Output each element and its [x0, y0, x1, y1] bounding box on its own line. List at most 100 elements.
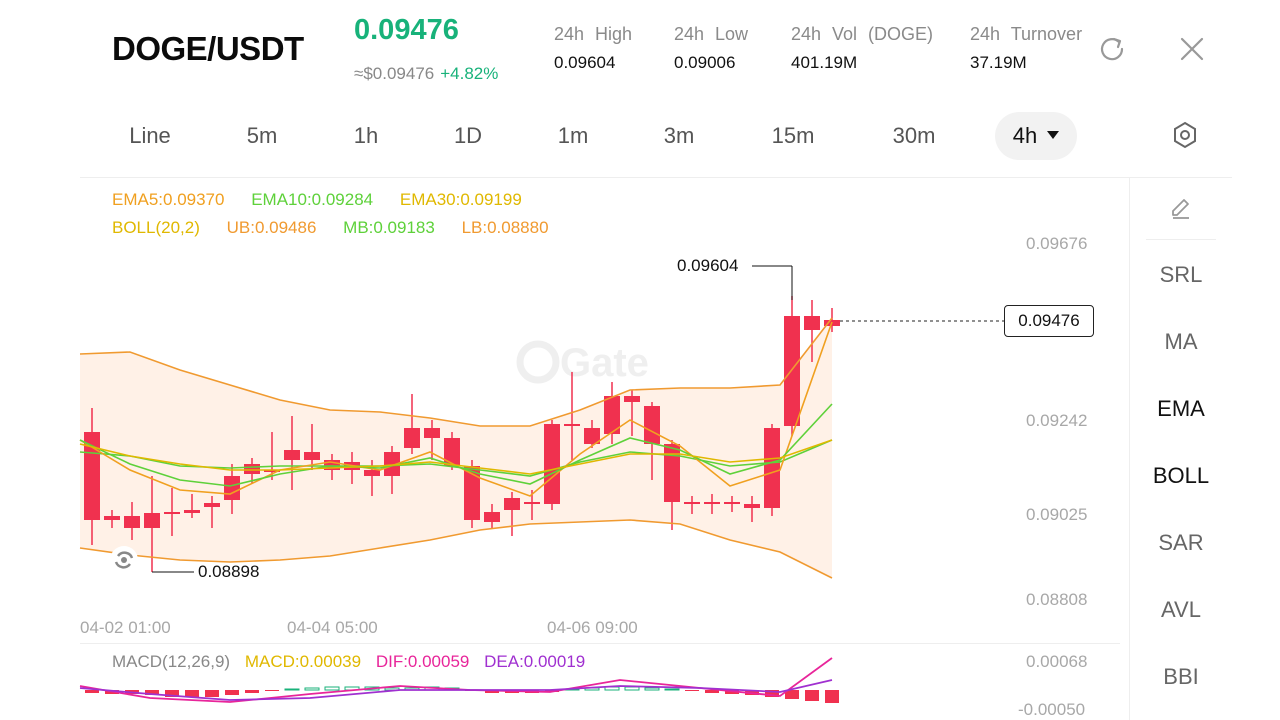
macd-bar: [165, 690, 179, 697]
x-tick: 04-04 05:00: [287, 618, 378, 637]
macd-bar: [145, 690, 159, 695]
candle: [324, 454, 340, 480]
x-tick: 04-02 01:00: [80, 618, 171, 637]
ema30-line: [79, 439, 833, 475]
pair-title: DOGE/USDT: [112, 30, 304, 67]
macd-bar: [284, 688, 300, 691]
candle: [304, 424, 320, 470]
macd-bar: [485, 690, 499, 693]
tab-1d[interactable]: 1D: [453, 123, 483, 148]
x-tick: 04-06 09:00: [547, 618, 638, 637]
macd-y-top: 0.00068: [1026, 652, 1088, 671]
ema5-legend: EMA5:0.09370: [112, 190, 225, 209]
stat-value: 37.19M: [970, 53, 1027, 72]
boll-mb: MB:0.09183: [343, 218, 435, 237]
interval-tabs: Line 5m 1h 1D 1m 3m 15m 30m 4h: [0, 112, 1280, 162]
candle: [144, 476, 160, 572]
candle: [764, 424, 780, 516]
tab-5m[interactable]: 5m: [246, 123, 278, 148]
macd-bar: [304, 687, 320, 691]
macd-bar: [664, 688, 680, 691]
macd-value: MACD:0.00039: [244, 652, 362, 671]
tab-1m[interactable]: 1m: [557, 123, 589, 148]
candle: [404, 394, 420, 454]
stat-label: 24h Vol (DOGE): [791, 24, 934, 44]
boll-lb: LB:0.08880: [461, 218, 549, 237]
candle: [544, 420, 560, 510]
candle: [604, 382, 620, 444]
stat-low: 24h Low 0.09006: [674, 24, 748, 73]
menu-sar[interactable]: SAR: [1158, 530, 1204, 555]
boll-ub: UB:0.09486: [226, 218, 317, 237]
close-icon[interactable]: [1177, 34, 1207, 64]
menu-ema[interactable]: EMA: [1157, 396, 1205, 421]
candle: [124, 502, 140, 540]
candle: [204, 496, 220, 528]
macd-bar: [324, 686, 340, 691]
high-annotation: 0.09604: [677, 256, 739, 275]
gate-watermark: Gate: [516, 340, 649, 385]
dea-value: DEA:0.00019: [484, 652, 586, 671]
y-tick: 0.09676: [1026, 234, 1088, 253]
tab-4h[interactable]: 4h: [995, 112, 1077, 160]
candle: [744, 496, 760, 522]
stat-turnover: 24h Turnover 37.19M: [970, 24, 1082, 73]
macd-bar: [185, 690, 199, 697]
stat-label: 24h Low: [674, 24, 749, 44]
macd-divider: [80, 643, 1120, 644]
tab-15m[interactable]: 15m: [771, 123, 815, 148]
macd-bar: [225, 690, 239, 695]
boll-lower-line: [79, 519, 833, 579]
candle: [504, 492, 520, 536]
current-price-tag: 0.09476: [1004, 305, 1094, 337]
settings-icon[interactable]: [1170, 120, 1200, 150]
candle: [184, 494, 200, 518]
low-annotation: 0.08898: [198, 562, 260, 581]
stat-value: 0.09006: [674, 53, 736, 72]
reset-zoom-icon[interactable]: [110, 546, 138, 574]
macd-legend: MACD(12,26,9) MACD:0.00039 DIF:0.00059 D…: [112, 652, 595, 672]
stat-label: 24h High: [554, 24, 633, 44]
candle: [784, 296, 800, 436]
macd-bar: [245, 690, 259, 693]
menu-srl[interactable]: SRL: [1159, 262, 1203, 287]
macd-bar: [685, 690, 699, 691]
candle: [104, 510, 120, 528]
tab-4h-label: 4h: [1012, 123, 1038, 148]
y-tick: 0.09025: [1026, 505, 1088, 524]
candle: [564, 372, 580, 460]
boll-title: BOLL(20,2): [112, 218, 200, 237]
menu-avl[interactable]: AVL: [1161, 597, 1201, 622]
pencil-icon[interactable]: [1166, 194, 1196, 224]
stat-label: 24h Turnover: [970, 24, 1083, 44]
candle: [284, 416, 300, 490]
stat-value: 401.19M: [791, 53, 858, 72]
tab-line[interactable]: Line: [129, 123, 171, 148]
candlestick-chart[interactable]: Gate: [0, 0, 1130, 720]
tab-30m[interactable]: 30m: [892, 123, 936, 148]
candle: [804, 300, 820, 362]
menu-ma[interactable]: MA: [1164, 329, 1198, 354]
tab-1h[interactable]: 1h: [353, 123, 379, 148]
tab-3m[interactable]: 3m: [663, 123, 695, 148]
macd-bar: [205, 690, 219, 697]
ema10-legend: EMA10:0.09284: [251, 190, 374, 209]
macd-bar: [265, 690, 279, 691]
ema10-line: [79, 403, 833, 487]
refresh-icon[interactable]: [1097, 34, 1127, 64]
candle: [684, 496, 700, 514]
menu-divider: [1146, 239, 1216, 240]
y-tick: 0.09242: [1026, 411, 1088, 430]
macd-bar: [85, 690, 99, 693]
candle: [584, 420, 600, 448]
macd-bar: [624, 686, 640, 691]
stat-value: 0.09604: [554, 53, 616, 72]
menu-boll[interactable]: BOLL: [1152, 463, 1210, 488]
ema30-legend: EMA30:0.09199: [399, 190, 522, 209]
stat-high: 24h High 0.09604: [554, 24, 632, 73]
candle: [724, 496, 740, 512]
ema-legend: EMA5:0.09370 EMA10:0.09284 EMA30:0.09199: [112, 190, 544, 210]
stats-strip: 24h High 0.09604 24h Low 0.09006 24h Vol…: [540, 0, 1088, 100]
watermark-text: Gate: [560, 341, 649, 385]
menu-bbi[interactable]: BBI: [1163, 664, 1199, 689]
